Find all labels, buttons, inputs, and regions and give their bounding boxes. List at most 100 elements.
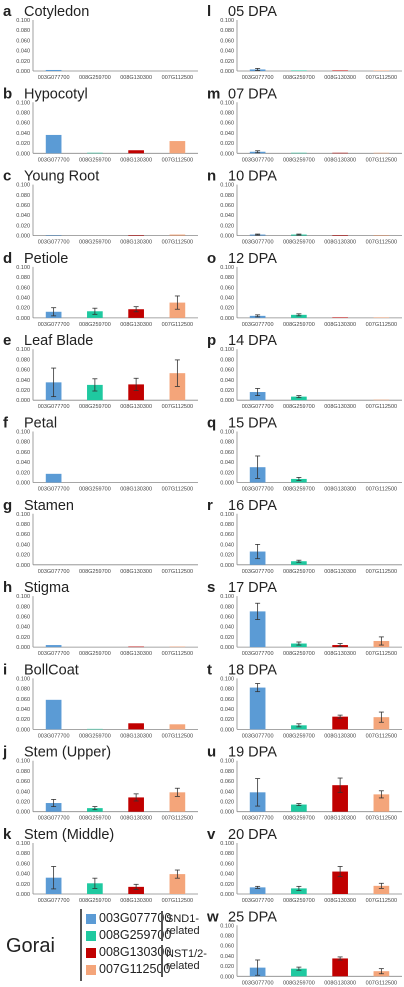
y-tick-label: 0.100 (16, 347, 30, 353)
y-tick-label: 0.080 (16, 28, 30, 34)
y-tick-label: 0.060 (16, 121, 30, 127)
x-tick-label: 008G130300 (120, 898, 152, 904)
bar (87, 384, 103, 401)
y-tick-label: 0.020 (220, 553, 234, 559)
legend-label: 007G112500 (99, 962, 171, 976)
bar (45, 645, 62, 648)
panel-letter: t (207, 661, 212, 678)
x-tick-label: 007G112500 (366, 487, 397, 493)
x-tick-label: 008G259700 (283, 569, 315, 575)
y-tick-label: 0.060 (220, 944, 234, 950)
y-tick-label: 0.080 (220, 275, 234, 281)
x-tick-label: 008G259700 (79, 816, 111, 822)
bar (332, 235, 348, 236)
x-tick-label: 008G259700 (283, 651, 315, 657)
bar (128, 646, 144, 648)
bar (45, 69, 62, 71)
panel-letter: d (3, 250, 12, 267)
panel-e: e Leaf Blade 0.000 0.020 0.040 0.060 0.080 0.10… (3, 332, 198, 410)
x-tick-label: 003G077700 (38, 569, 70, 575)
y-tick-label: 0.060 (16, 697, 30, 703)
panel-c: c Young Root 0.000 0.020 0.040 0.060 0.080 0.10… (3, 168, 198, 246)
x-tick-label: 003G077700 (38, 75, 70, 81)
legend-swatch (86, 947, 96, 958)
y-tick-label: 0.000 (220, 563, 234, 569)
y-tick-label: 0.080 (16, 851, 30, 857)
y-tick-label: 0.060 (220, 779, 234, 785)
panel-title: 14 DPA (228, 333, 277, 349)
y-tick-label: 0.100 (220, 100, 234, 106)
y-tick-label: 0.020 (220, 882, 234, 888)
bar (291, 314, 307, 318)
y-tick-label: 0.040 (220, 954, 234, 960)
x-tick-label: 008G259700 (79, 404, 111, 410)
y-tick-label: 0.000 (16, 481, 30, 487)
panel-w: w 25 DPA 0.000 0.020 0.040 0.060 0.080 0.100 003… (206, 908, 402, 986)
legend-swatch (86, 964, 96, 975)
x-tick-label: 007G112500 (162, 75, 193, 81)
y-tick-label: 0.080 (16, 522, 30, 528)
x-tick-label: 008G259700 (79, 651, 111, 657)
y-tick-label: 0.060 (16, 450, 30, 456)
legend-swatch (86, 913, 96, 924)
y-tick-label: 0.000 (16, 810, 30, 816)
bar (291, 70, 307, 71)
panel-title: Stamen (24, 498, 74, 514)
y-tick-label: 0.060 (16, 779, 30, 785)
x-tick-label: 008G259700 (283, 733, 315, 739)
y-tick-label: 0.040 (16, 378, 30, 384)
y-tick-label: 0.020 (220, 59, 234, 65)
y-tick-label: 0.080 (220, 934, 234, 940)
panel-title: Cotyledon (24, 4, 89, 20)
y-tick-label: 0.100 (16, 594, 30, 600)
panel-g: g Stamen 0.000 0.020 0.040 0.060 0.080 0.100 003… (3, 497, 198, 575)
x-tick-label: 007G112500 (162, 487, 193, 493)
panel-j: j Stem (Upper) 0.000 0.020 0.040 0.060 0.080 0.… (2, 744, 198, 822)
x-tick-label: 008G130300 (324, 75, 356, 81)
y-tick-label: 0.040 (220, 625, 234, 631)
panel-s: s 17 DPA 0.000 0.020 0.040 0.060 0.080 0.100 003… (207, 579, 402, 657)
bar (249, 611, 266, 648)
x-tick-label: 008G130300 (120, 404, 152, 410)
y-tick-label: 0.020 (220, 388, 234, 394)
y-tick-label: 0.060 (16, 285, 30, 291)
y-tick-label: 0.020 (16, 553, 30, 559)
x-tick-label: 003G077700 (38, 240, 70, 246)
y-tick-label: 0.080 (220, 28, 234, 34)
legend-item: 003G077700 (86, 911, 171, 926)
bar (45, 235, 62, 236)
y-tick-label: 0.060 (220, 697, 234, 703)
panel-title: Stem (Middle) (24, 827, 114, 843)
bar (332, 152, 348, 154)
panel-title: 12 DPA (228, 251, 277, 267)
y-tick-label: 0.040 (16, 789, 30, 795)
y-tick-label: 0.040 (220, 378, 234, 384)
y-tick-label: 0.100 (16, 18, 30, 24)
y-tick-label: 0.060 (220, 121, 234, 127)
x-tick-label: 008G130300 (120, 322, 152, 328)
legend-item: 008G259700 (86, 928, 171, 943)
y-tick-label: 0.000 (220, 645, 234, 651)
y-tick-label: 0.020 (220, 635, 234, 641)
panel-letter: i (3, 661, 7, 678)
y-tick-label: 0.020 (16, 141, 30, 147)
y-tick-label: 0.000 (220, 398, 234, 404)
x-tick-label: 007G112500 (162, 816, 193, 822)
y-tick-label: 0.100 (220, 759, 234, 765)
bar (169, 302, 186, 318)
panel-t: t 18 DPA 0.000 0.020 0.040 0.060 0.080 0.100 003… (207, 661, 402, 739)
y-tick-label: 0.020 (16, 635, 30, 641)
y-tick-label: 0.100 (16, 841, 30, 847)
panel-title: Stem (Upper) (24, 745, 111, 761)
bar (373, 885, 390, 894)
y-tick-label: 0.020 (220, 306, 234, 312)
y-tick-label: 0.040 (16, 296, 30, 302)
panel-letter: a (3, 3, 12, 20)
y-tick-label: 0.000 (220, 481, 234, 487)
bar (373, 70, 390, 71)
y-tick-label: 0.100 (220, 347, 234, 353)
y-tick-label: 0.020 (16, 470, 30, 476)
x-tick-label: 008G130300 (324, 569, 356, 575)
y-tick-label: 0.080 (220, 687, 234, 693)
panel-title: Leaf Blade (24, 333, 93, 349)
